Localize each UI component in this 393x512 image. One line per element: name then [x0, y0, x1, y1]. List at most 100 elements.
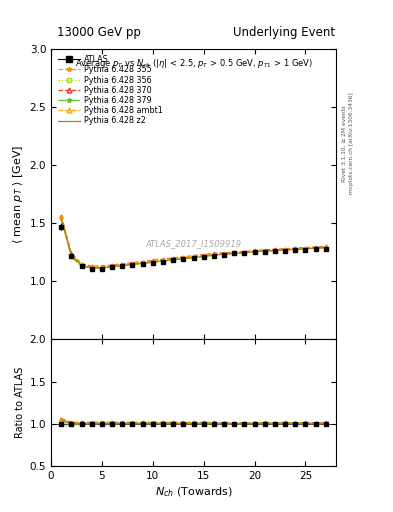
Pythia 6.428 z2 — [293, 246, 298, 252]
Pythia 6.428 379 — [303, 246, 308, 252]
Pythia 6.428 356 — [211, 252, 216, 258]
Text: Rivet 3.1.10, ≥ 2M events: Rivet 3.1.10, ≥ 2M events — [342, 105, 347, 182]
Pythia 6.428 z2 — [161, 258, 165, 264]
Pythia 6.428 z2 — [313, 245, 318, 251]
Pythia 6.428 ambt1 — [263, 247, 267, 253]
Line: Pythia 6.428 ambt1: Pythia 6.428 ambt1 — [60, 216, 327, 268]
Line: Pythia 6.428 z2: Pythia 6.428 z2 — [61, 219, 326, 268]
Pythia 6.428 356 — [120, 263, 125, 269]
Pythia 6.428 379 — [69, 254, 74, 260]
Pythia 6.428 355 — [293, 246, 298, 252]
Pythia 6.428 355 — [99, 264, 104, 270]
Pythia 6.428 370 — [303, 245, 308, 251]
Pythia 6.428 ambt1 — [252, 248, 257, 254]
Pythia 6.428 ambt1 — [59, 214, 64, 220]
Pythia 6.428 ambt1 — [79, 261, 84, 267]
Pythia 6.428 370 — [211, 250, 216, 257]
Pythia 6.428 ambt1 — [69, 251, 74, 258]
Pythia 6.428 356 — [59, 216, 64, 222]
Pythia 6.428 379 — [191, 254, 196, 261]
Pythia 6.428 356 — [323, 245, 328, 251]
Pythia 6.428 370 — [293, 245, 298, 251]
Pythia 6.428 ambt1 — [211, 251, 216, 257]
Pythia 6.428 ambt1 — [171, 255, 176, 262]
Pythia 6.428 z2 — [120, 263, 125, 269]
Pythia 6.428 370 — [120, 261, 125, 267]
Pythia 6.428 379 — [171, 257, 176, 263]
Pythia 6.428 z2 — [130, 261, 135, 267]
Pythia 6.428 379 — [263, 248, 267, 254]
Pythia 6.428 355 — [59, 214, 64, 220]
Pythia 6.428 355 — [201, 253, 206, 260]
Pythia 6.428 379 — [211, 252, 216, 258]
Pythia 6.428 355 — [313, 245, 318, 251]
Pythia 6.428 356 — [303, 246, 308, 252]
Pythia 6.428 z2 — [252, 248, 257, 254]
Pythia 6.428 379 — [252, 248, 257, 254]
Pythia 6.428 z2 — [242, 250, 247, 256]
Pythia 6.428 ambt1 — [303, 245, 308, 251]
Pythia 6.428 370 — [140, 259, 145, 265]
Pythia 6.428 355 — [273, 247, 277, 253]
Pythia 6.428 379 — [130, 261, 135, 267]
Pythia 6.428 356 — [252, 248, 257, 254]
Pythia 6.428 z2 — [201, 253, 206, 260]
Text: ATLAS_2017_I1509919: ATLAS_2017_I1509919 — [145, 239, 242, 248]
Pythia 6.428 379 — [151, 259, 155, 265]
Pythia 6.428 ambt1 — [90, 264, 94, 270]
Pythia 6.428 356 — [171, 257, 176, 263]
Pythia 6.428 370 — [201, 251, 206, 258]
Pythia 6.428 379 — [161, 258, 165, 264]
Pythia 6.428 370 — [273, 246, 277, 252]
Pythia 6.428 370 — [151, 258, 155, 264]
Pythia 6.428 355 — [110, 263, 114, 269]
Pythia 6.428 356 — [242, 250, 247, 256]
Pythia 6.428 356 — [191, 254, 196, 261]
Pythia 6.428 355 — [323, 245, 328, 251]
Pythia 6.428 355 — [151, 259, 155, 265]
Pythia 6.428 356 — [140, 260, 145, 266]
Pythia 6.428 z2 — [303, 246, 308, 252]
Pythia 6.428 379 — [79, 263, 84, 269]
Pythia 6.428 379 — [273, 247, 277, 253]
Pythia 6.428 356 — [99, 265, 104, 271]
Pythia 6.428 356 — [110, 264, 114, 270]
Line: Pythia 6.428 370: Pythia 6.428 370 — [60, 215, 327, 268]
Pythia 6.428 370 — [242, 248, 247, 254]
Pythia 6.428 ambt1 — [140, 259, 145, 265]
Pythia 6.428 355 — [222, 251, 226, 257]
Pythia 6.428 355 — [303, 246, 308, 252]
Pythia 6.428 370 — [99, 263, 104, 269]
Pythia 6.428 355 — [171, 257, 176, 263]
Pythia 6.428 356 — [232, 250, 237, 257]
Pythia 6.428 370 — [110, 262, 114, 268]
Pythia 6.428 355 — [79, 262, 84, 268]
Pythia 6.428 356 — [79, 263, 84, 269]
Pythia 6.428 379 — [293, 246, 298, 252]
Pythia 6.428 355 — [90, 264, 94, 270]
Line: Pythia 6.428 379: Pythia 6.428 379 — [60, 217, 327, 270]
Pythia 6.428 379 — [232, 250, 237, 257]
Pythia 6.428 z2 — [99, 265, 104, 271]
Pythia 6.428 ambt1 — [120, 261, 125, 267]
Pythia 6.428 370 — [222, 250, 226, 256]
Text: mcplots.cern.ch [arXiv:1306.3436]: mcplots.cern.ch [arXiv:1306.3436] — [349, 93, 354, 194]
Pythia 6.428 370 — [181, 254, 186, 260]
Pythia 6.428 356 — [181, 255, 186, 262]
Pythia 6.428 ambt1 — [130, 260, 135, 266]
Pythia 6.428 z2 — [222, 251, 226, 257]
Pythia 6.428 356 — [283, 247, 288, 253]
Pythia 6.428 ambt1 — [232, 250, 237, 256]
Pythia 6.428 z2 — [283, 247, 288, 253]
Pythia 6.428 379 — [90, 265, 94, 271]
Pythia 6.428 379 — [242, 250, 247, 256]
Pythia 6.428 355 — [252, 248, 257, 254]
Pythia 6.428 379 — [201, 253, 206, 260]
Pythia 6.428 z2 — [69, 252, 74, 259]
Pythia 6.428 z2 — [181, 255, 186, 262]
Pythia 6.428 z2 — [110, 264, 114, 270]
Pythia 6.428 379 — [222, 251, 226, 257]
Pythia 6.428 370 — [323, 243, 328, 249]
Pythia 6.428 355 — [120, 262, 125, 268]
Pythia 6.428 z2 — [90, 265, 94, 271]
